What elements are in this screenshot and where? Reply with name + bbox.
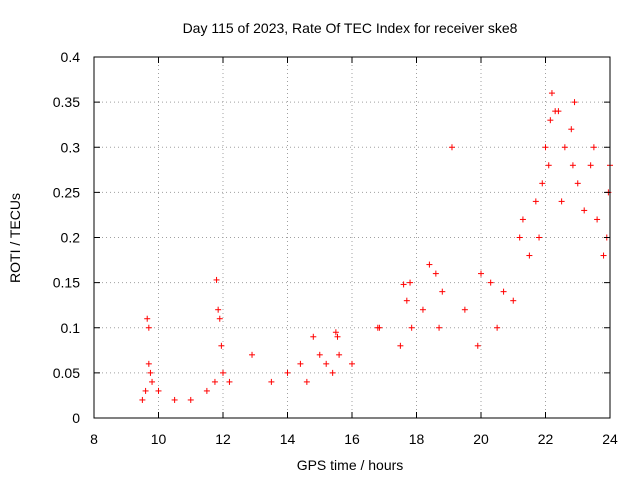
data-point (211, 378, 218, 385)
data-point (284, 369, 291, 376)
data-point (213, 276, 220, 283)
data-point (548, 90, 555, 97)
data-point (145, 324, 152, 331)
data-point (336, 351, 343, 358)
x-tick-label: 22 (538, 431, 554, 447)
data-point (519, 216, 526, 223)
data-point (536, 234, 543, 241)
data-point (155, 387, 162, 394)
data-point (171, 396, 178, 403)
data-point (226, 378, 233, 385)
data-point (144, 315, 151, 322)
y-tick-label: 0.15 (53, 275, 80, 291)
y-tick-label: 0.35 (53, 94, 80, 110)
y-tick-label: 0.05 (53, 365, 80, 381)
y-tick-label: 0.1 (61, 320, 81, 336)
x-tick-label: 12 (215, 431, 231, 447)
y-tick-label: 0.3 (61, 139, 81, 155)
data-point (403, 297, 410, 304)
data-point (297, 360, 304, 367)
x-axis-label: GPS time / hours (297, 457, 404, 473)
data-point (220, 369, 226, 376)
data-point (332, 329, 339, 336)
x-tick-label: 8 (90, 431, 98, 447)
x-tick-label: 20 (473, 431, 489, 447)
y-tick-label: 0.25 (53, 184, 80, 200)
data-point (568, 126, 575, 133)
data-point (494, 324, 501, 331)
data-point (142, 387, 149, 394)
data-point (376, 324, 383, 331)
data-point (587, 162, 594, 169)
data-point (478, 270, 484, 277)
data-point (581, 207, 588, 214)
data-point (448, 144, 455, 151)
data-point (561, 144, 568, 151)
data-point (149, 378, 156, 385)
data-point (400, 281, 407, 288)
data-point (590, 144, 597, 151)
data-points (139, 90, 613, 403)
data-point (539, 180, 546, 187)
data-point (329, 369, 336, 376)
x-tick-label: 10 (151, 431, 167, 447)
data-point (436, 324, 443, 331)
data-point (397, 342, 404, 349)
data-point (349, 360, 355, 367)
data-point (439, 288, 446, 295)
data-point (187, 396, 194, 403)
data-point (555, 108, 562, 115)
chart-title: Day 115 of 2023, Rate Of TEC Index for r… (183, 20, 518, 36)
data-point (407, 279, 414, 286)
data-point (487, 279, 494, 286)
plot-frame (93, 56, 611, 419)
data-point (215, 306, 222, 313)
data-point (316, 351, 323, 358)
data-point (432, 270, 439, 277)
data-point (461, 306, 468, 313)
data-point (218, 342, 225, 349)
data-point (542, 144, 549, 151)
data-point (334, 333, 341, 340)
data-point (569, 162, 576, 169)
data-point (474, 342, 481, 349)
data-point (574, 180, 581, 187)
data-point (545, 162, 552, 169)
data-point (571, 99, 578, 106)
data-point (426, 261, 433, 268)
data-point (516, 234, 523, 241)
data-point (408, 324, 415, 331)
data-point (303, 378, 310, 385)
y-tick-label: 0.4 (61, 49, 81, 65)
x-tick-label: 24 (602, 431, 618, 447)
x-tick-label: 14 (280, 431, 296, 447)
data-point (419, 306, 426, 313)
y-tick-label: 0.2 (61, 230, 81, 246)
data-point (310, 333, 317, 340)
data-point (600, 252, 607, 259)
data-point (500, 288, 507, 295)
x-tick-label: 18 (409, 431, 425, 447)
axes: 8 10 12 14 16 18 20 22 24 0 0.05 0.1 0.15 0.2 0.25 0.3 0… (53, 49, 618, 447)
data-point (139, 396, 146, 403)
data-point (216, 315, 223, 322)
data-point (526, 252, 533, 259)
data-point (203, 387, 210, 394)
data-point (532, 198, 539, 205)
data-point (268, 378, 275, 385)
data-point (145, 360, 152, 367)
x-tick-label: 16 (344, 431, 360, 447)
grid-lines (94, 57, 610, 418)
data-point (510, 297, 517, 304)
data-point (547, 117, 554, 124)
data-point (147, 369, 154, 376)
data-point (558, 198, 565, 205)
data-point (249, 351, 256, 358)
data-point (323, 360, 330, 367)
data-point (594, 216, 601, 223)
y-tick-label: 0 (72, 410, 80, 426)
y-axis-label: ROTI / TECUs (7, 193, 23, 283)
